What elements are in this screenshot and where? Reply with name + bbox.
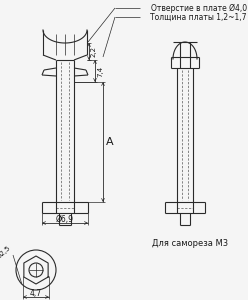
Text: Для самореза M3: Для самореза M3	[152, 238, 228, 247]
Text: Толщина платы 1,2~1,7: Толщина платы 1,2~1,7	[151, 13, 247, 22]
Text: A: A	[106, 137, 114, 147]
Text: 2,2: 2,2	[91, 46, 97, 57]
Text: Ø2,5: Ø2,5	[0, 244, 12, 260]
Text: 7,4: 7,4	[97, 65, 103, 76]
Text: Отверстие в плате Ø4,0: Отверстие в плате Ø4,0	[151, 3, 247, 13]
Text: 4,7: 4,7	[30, 289, 42, 298]
Text: Ø6,9: Ø6,9	[56, 215, 74, 224]
